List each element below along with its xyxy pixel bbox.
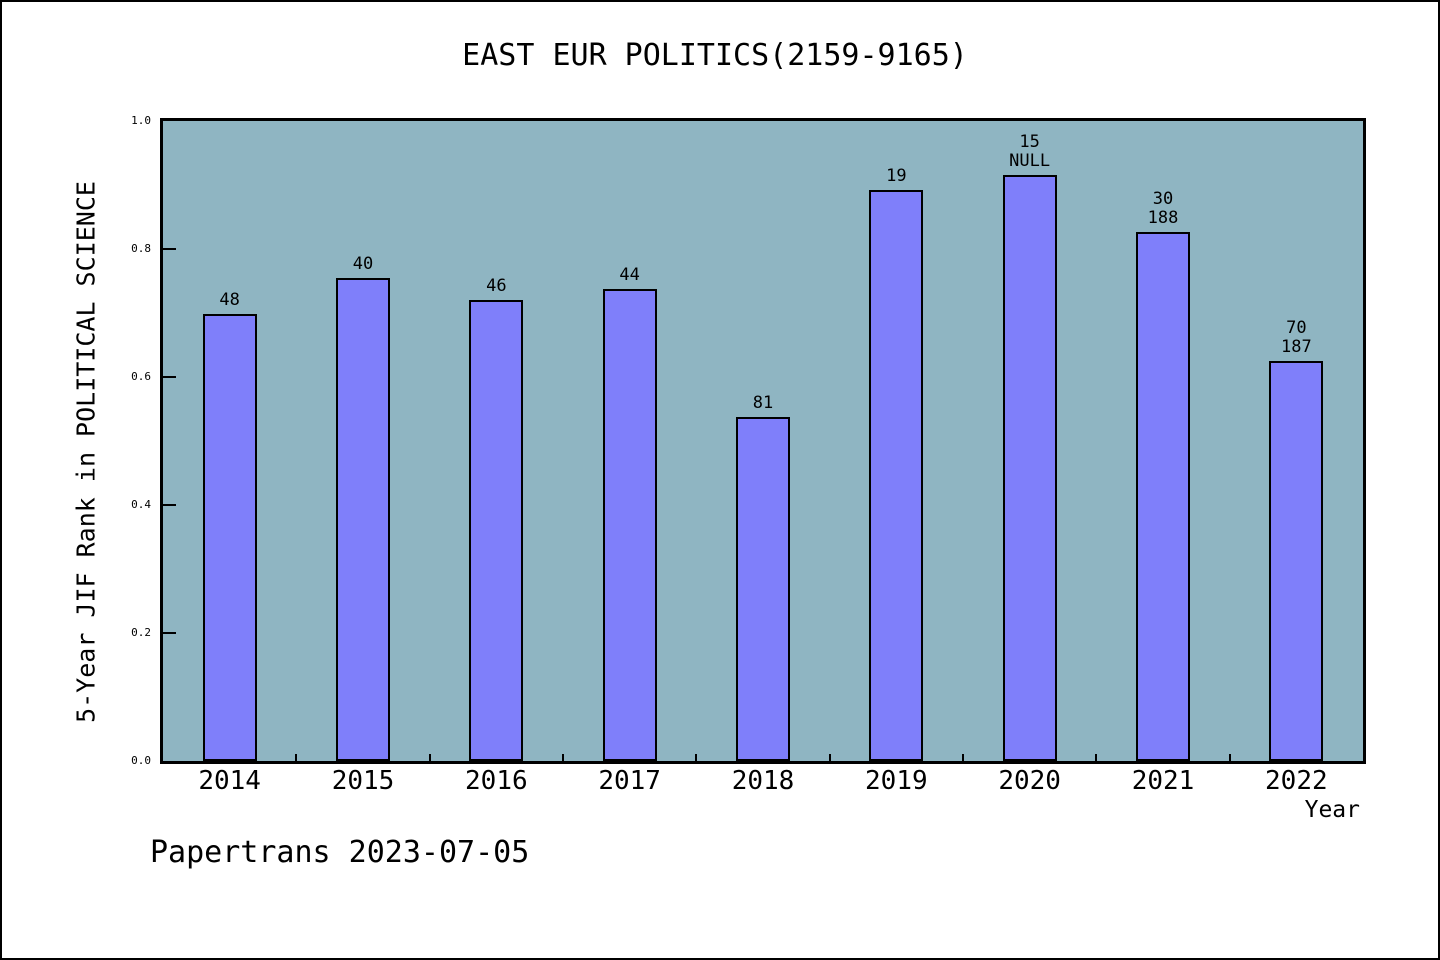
bar-value-line: 15 xyxy=(1019,132,1040,152)
chart-title: EAST EUR POLITICS(2159-9165) xyxy=(462,38,968,73)
y-tick-label-0.0: 0.0 xyxy=(131,754,151,767)
bar-value-line: 46 xyxy=(486,276,507,296)
bar-value-line: 48 xyxy=(219,290,240,310)
x-tick-mark xyxy=(428,754,431,761)
bar-value-label-2014: 48 xyxy=(219,291,239,310)
bar-2018 xyxy=(736,417,790,761)
x-tick-mark xyxy=(562,754,564,761)
bar-2021 xyxy=(1136,232,1190,761)
bar-value-label-2016: 46 xyxy=(486,277,506,296)
x-tick-label-2017: 2017 xyxy=(598,766,661,796)
y-tick-mark xyxy=(163,632,176,634)
bar-value-label-2018: 81 xyxy=(753,394,773,413)
bar-value-label-2020: 15 NULL xyxy=(1009,133,1050,171)
bar-value-line: 40 xyxy=(352,254,374,274)
bar-value-line: 70 xyxy=(1286,318,1307,338)
y-tick-mark xyxy=(163,504,176,506)
bar-2017 xyxy=(602,289,657,761)
x-tick-label-2015: 2015 xyxy=(331,766,395,796)
x-tick-mark xyxy=(695,754,698,761)
x-tick-label-2014: 2014 xyxy=(198,766,261,796)
bar-value-line: 187 xyxy=(1280,337,1312,357)
bar-value-label-2017: 44 xyxy=(619,266,639,285)
x-tick-mark xyxy=(295,754,298,761)
y-tick-label-0.8: 0.8 xyxy=(131,242,151,255)
bar-2016 xyxy=(469,300,524,761)
bar-2022 xyxy=(1269,361,1324,761)
x-tick-label-2021: 2021 xyxy=(1131,766,1195,796)
bar-value-line: 30 xyxy=(1152,189,1174,209)
bar-value-label-2015: 40 xyxy=(353,255,373,274)
x-tick-mark xyxy=(828,754,831,761)
footer-watermark: Papertrans 2023-07-05 xyxy=(150,835,530,870)
y-tick-mark xyxy=(163,248,176,250)
y-tick-mark xyxy=(163,376,176,378)
bar-2019 xyxy=(869,190,924,761)
x-tick-mark xyxy=(1228,754,1231,761)
bar-2014 xyxy=(202,314,257,761)
bar-value-line: NULL xyxy=(1009,151,1051,171)
x-tick-mark xyxy=(1095,754,1098,761)
x-axis-title: Year xyxy=(1304,797,1360,823)
y-tick-label-0.4: 0.4 xyxy=(131,498,151,511)
x-tick-label-2022: 2022 xyxy=(1265,766,1328,796)
bar-value-label-2019: 19 xyxy=(886,167,906,186)
bar-value-line: 81 xyxy=(752,393,774,413)
bar-value-label-2022: 70 187 xyxy=(1281,319,1312,357)
x-tick-label-2019: 2019 xyxy=(865,766,928,796)
y-tick-label-0.2: 0.2 xyxy=(131,626,151,639)
y-tick-label-0.6: 0.6 xyxy=(131,370,151,383)
bar-2015 xyxy=(336,278,390,761)
y-axis-title: 5-Year JIF Rank in POLITICAL SCIENCE xyxy=(71,181,101,723)
bar-value-label-2021: 30 188 xyxy=(1148,190,1179,228)
bar-value-line: 188 xyxy=(1147,208,1179,228)
x-tick-label-2018: 2018 xyxy=(731,766,795,796)
bar-value-line: 44 xyxy=(619,265,640,285)
plot-area: 48 2014 40 2015 46 2016 44 2017 81 2018 19 2019 15 NU… xyxy=(131,115,1366,796)
bar-value-line: 19 xyxy=(886,166,907,186)
bar-2020 xyxy=(1002,175,1057,761)
x-tick-mark xyxy=(962,754,964,761)
y-tick-label-1.0: 1.0 xyxy=(131,114,151,127)
x-tick-label-2016: 2016 xyxy=(465,766,528,796)
x-tick-label-2020: 2020 xyxy=(998,766,1061,796)
